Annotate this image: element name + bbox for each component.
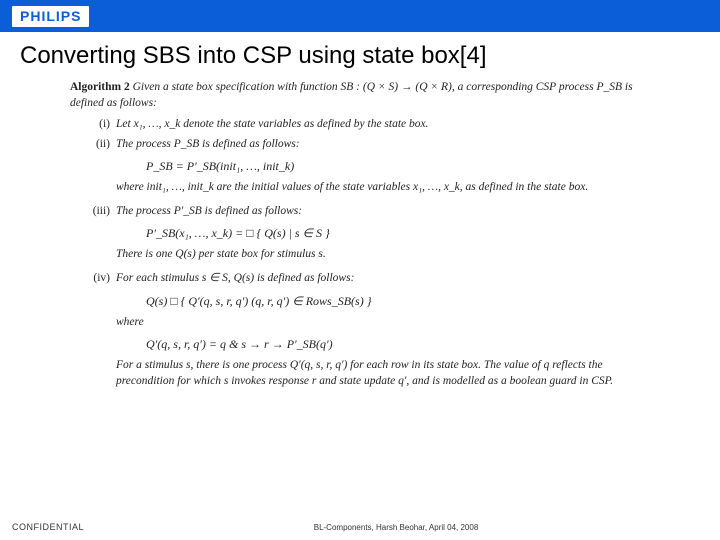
item-body: For each stimulus s ∈ S, Q(s) is defined… [116,271,660,393]
item-number: (iv) [88,271,116,393]
formula: Q′(q, s, r, q′) = q & s → r → P′_SB(q′) [146,336,660,352]
philips-logo: PHILIPS [12,6,89,27]
item-number: (iii) [88,204,116,267]
algorithm-label: Algorithm 2 [70,81,130,93]
list-item: (ii) The process P_SB is defined as foll… [88,137,660,200]
where-label: where [116,315,660,331]
list-item: (iii) The process P′_SB is defined as fo… [88,204,660,267]
item-after: where init₁, …, init_k are the initial v… [116,180,660,196]
footer: CONFIDENTIAL BL-Components, Harsh Beohar… [0,522,720,532]
item-after: There is one Q(s) per state box for stim… [116,247,660,263]
algorithm-list: (i) Let x₁, …, x_k denote the state vari… [70,117,660,393]
algorithm-block: Algorithm 2 Given a state box specificat… [0,76,720,393]
item-number: (i) [88,117,116,133]
top-banner: PHILIPS [0,0,720,32]
confidential-label: CONFIDENTIAL [12,522,84,532]
list-item: (iv) For each stimulus s ∈ S, Q(s) is de… [88,271,660,393]
slide-title: Converting SBS into CSP using state box[… [0,32,720,76]
formula: Q(s) □ { Q′(q, s, r, q′) (q, r, q′) ∈ Ro… [146,293,660,309]
algorithm-header-text: Given a state box specification with fun… [70,81,633,109]
algorithm-header: Algorithm 2 Given a state box specificat… [70,80,660,111]
item-body: The process P_SB is defined as follows: … [116,137,660,200]
item-body: The process P′_SB is defined as follows:… [116,204,660,267]
formula: P′_SB(x₁, …, x_k) = □ { Q(s) | s ∈ S } [146,225,660,241]
formula: P_SB = P′_SB(init₁, …, init_k) [146,158,660,174]
item-number: (ii) [88,137,116,200]
list-item: (i) Let x₁, …, x_k denote the state vari… [88,117,660,133]
item-body: Let x₁, …, x_k denote the state variable… [116,117,660,133]
footer-center: BL-Components, Harsh Beohar, April 04, 2… [84,523,708,532]
item-after: For a stimulus s, there is one process Q… [116,358,660,389]
